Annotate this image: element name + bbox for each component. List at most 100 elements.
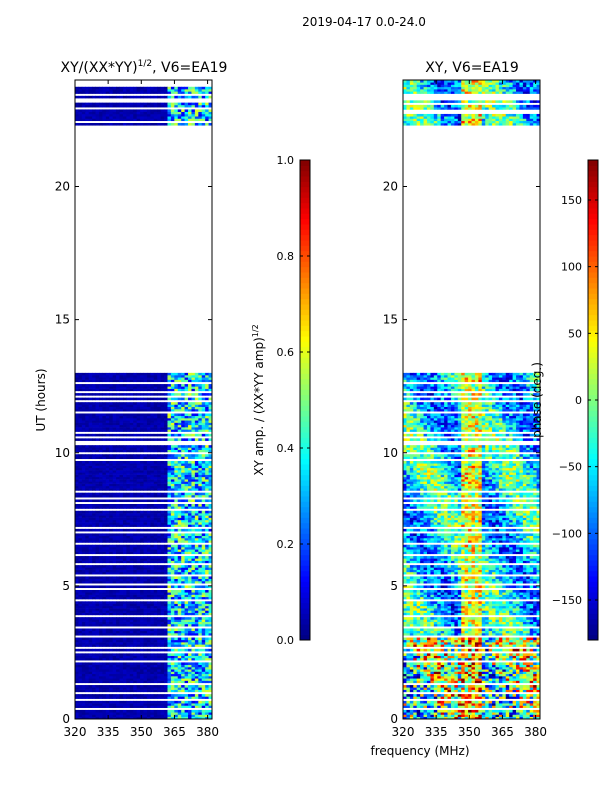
- heatmap-cell: [105, 623, 110, 627]
- heatmap-cell: [167, 621, 172, 625]
- heatmap-cell: [75, 515, 79, 518]
- heatmap-cell: [205, 569, 209, 573]
- heatmap-cell: [164, 551, 168, 555]
- heatmap-cell: [181, 384, 186, 387]
- heatmap-cell: [75, 605, 79, 609]
- heatmap-cell: [78, 406, 83, 410]
- heatmap-cell: [102, 111, 107, 115]
- heatmap-cell: [133, 571, 138, 575]
- heatmap-cell: [208, 449, 213, 453]
- heatmap-cell: [160, 454, 165, 457]
- heatmap-cell: [88, 499, 93, 503]
- heatmap-cell: [140, 454, 144, 457]
- heatmap-cell: [160, 590, 165, 593]
- heatmap-cell: [160, 628, 165, 632]
- heatmap-cell: [170, 420, 175, 423]
- heatmap-cell: [88, 483, 93, 487]
- heatmap-cell: [78, 461, 83, 464]
- heatmap-cell: [136, 585, 141, 589]
- heatmap-cell: [146, 429, 151, 432]
- heatmap-cell: [191, 603, 196, 607]
- heatmap-cell: [116, 567, 120, 570]
- heatmap-cell: [205, 377, 209, 380]
- heatmap-cell: [153, 515, 158, 518]
- heatmap-cell: [75, 537, 79, 541]
- heatmap-cell: [174, 118, 179, 122]
- heatmap-cell: [201, 633, 206, 636]
- heatmap-cell: [78, 386, 83, 389]
- heatmap-cell: [167, 712, 172, 715]
- heatmap-cell: [170, 113, 175, 117]
- heatmap-cell: [95, 619, 100, 622]
- heatmap-cell: [112, 669, 117, 672]
- heatmap-cell: [105, 515, 110, 518]
- heatmap-cell: [95, 492, 100, 496]
- heatmap-cell: [98, 533, 103, 536]
- heatmap-cell: [109, 669, 114, 672]
- heatmap-cell: [109, 447, 114, 450]
- heatmap-cell: [177, 569, 182, 573]
- heatmap-cell: [129, 472, 134, 475]
- heatmap-cell: [129, 592, 134, 595]
- heatmap-cell: [157, 111, 162, 115]
- heatmap-cell: [129, 639, 134, 643]
- panel1-heatmap: [75, 86, 213, 720]
- heatmap-cell: [85, 447, 90, 450]
- heatmap-cell: [75, 630, 79, 634]
- heatmap-cell: [150, 676, 155, 679]
- heatmap-cell: [167, 476, 172, 480]
- heatmap-cell: [98, 696, 103, 699]
- heatmap-cell: [143, 386, 148, 389]
- heatmap-cell: [112, 694, 117, 697]
- heatmap-cell: [116, 438, 120, 441]
- heatmap-cell: [140, 560, 144, 564]
- heatmap-cell: [116, 388, 120, 392]
- heatmap-cell: [170, 669, 175, 672]
- heatmap-cell: [167, 610, 172, 613]
- heatmap-cell: [157, 504, 162, 507]
- heatmap-cell: [143, 621, 148, 625]
- heatmap-cell: [170, 648, 175, 652]
- heatmap-cell: [105, 429, 110, 432]
- heatmap-cell: [122, 415, 127, 419]
- heatmap-cell: [98, 703, 103, 706]
- heatmap-cell: [92, 415, 96, 419]
- heatmap-cell: [170, 375, 175, 378]
- heatmap-cell: [119, 596, 124, 600]
- heatmap-cell: [174, 605, 179, 609]
- heatmap-cell: [170, 601, 175, 604]
- heatmap-cell: [184, 118, 189, 122]
- heatmap-cell: [88, 549, 93, 552]
- heatmap-cell: [157, 461, 162, 464]
- heatmap-cell: [98, 644, 103, 647]
- heatmap-cell: [146, 420, 151, 423]
- heatmap-cell: [92, 472, 96, 475]
- heatmap-cell: [78, 372, 83, 376]
- heatmap-cell: [164, 111, 168, 115]
- heatmap-cell: [116, 590, 120, 593]
- heatmap-cell: [119, 567, 124, 570]
- heatmap-cell: [188, 479, 192, 482]
- heatmap-cell: [188, 424, 192, 428]
- heatmap-cell: [188, 605, 192, 609]
- heatmap-cell: [157, 404, 162, 407]
- heatmap-cell: [92, 113, 96, 117]
- heatmap-cell: [170, 623, 175, 627]
- heatmap-cell: [146, 506, 151, 509]
- heatmap-cell: [119, 703, 124, 706]
- heatmap-cell: [102, 504, 107, 507]
- heatmap-cell: [146, 556, 151, 559]
- heatmap-cell: [75, 596, 79, 600]
- heatmap-cell: [174, 438, 179, 441]
- heatmap-cell: [98, 685, 103, 688]
- heatmap-cell: [122, 386, 127, 389]
- heatmap-cell: [88, 642, 93, 645]
- heatmap-cell: [157, 714, 162, 718]
- heatmap-cell: [167, 377, 172, 380]
- heatmap-cell: [133, 499, 138, 503]
- heatmap-cell: [170, 703, 175, 706]
- heatmap-cell: [143, 676, 148, 679]
- heatmap-cell: [170, 445, 175, 448]
- heatmap-cell: [88, 603, 93, 607]
- heatmap-cell: [184, 585, 189, 589]
